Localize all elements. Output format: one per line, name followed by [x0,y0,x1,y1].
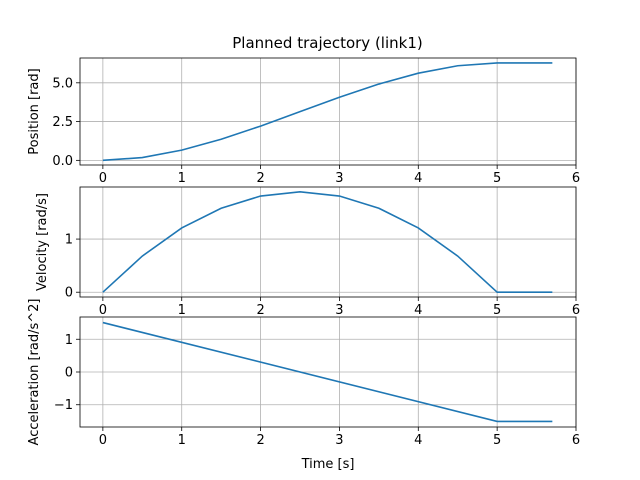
acceleration-x-tick-label: 4 [414,433,422,448]
velocity-subplot: 0 1 2 3 4 5 6 0 1 Velocity [rad/s] [35,186,580,318]
velocity-x-tick-label: 3 [335,303,343,318]
position-x-tick-label: 2 [256,171,264,186]
velocity-axes-frame [79,186,577,298]
velocity-y-tick-label: 1 [65,233,73,248]
position-x-tick-label: 6 [572,171,580,186]
velocity-x-tick-label: 4 [414,303,422,318]
position-subplot: 0 1 2 3 4 5 6 0.0 2.5 5.0 Position [rad] [27,57,580,186]
position-series-line [102,62,553,162]
acceleration-x-tick-label: 3 [335,433,343,448]
position-y-tick-label: 2.5 [52,115,73,130]
acceleration-y-axis-label: Acceleration [rad/s^2] [27,299,42,446]
position-axes-frame [79,57,577,166]
position-y-tick-label: 5.0 [52,76,73,91]
position-y-tick-label: 0.0 [52,154,73,169]
velocity-x-tick-label: 0 [99,303,107,318]
velocity-x-tick-label: 5 [493,303,501,318]
position-x-tick-label: 0 [99,171,107,186]
acceleration-y-tick-label: 0 [65,366,73,381]
velocity-series-line [102,190,553,294]
acceleration-x-tick-label: 0 [99,433,107,448]
acceleration-x-tick-label: 6 [572,433,580,448]
position-x-tick-label: 4 [414,171,422,186]
position-x-tick-label: 5 [493,171,501,186]
acceleration-y-tick-label: 1 [65,333,73,348]
position-x-tick-label: 3 [335,171,343,186]
velocity-x-tick-label: 1 [178,303,186,318]
velocity-y-axis-label: Velocity [rad/s] [35,193,50,291]
acceleration-x-tick-label: 1 [178,433,186,448]
chart-title: Planned trajectory (link1) [232,34,422,52]
x-axis-label: Time [s] [301,457,355,472]
velocity-x-tick-label: 6 [572,303,580,318]
velocity-x-tick-label: 2 [256,303,264,318]
velocity-y-tick-label: 0 [65,286,73,301]
acceleration-x-tick-label: 2 [256,433,264,448]
acceleration-subplot: 0 1 2 3 4 5 6 −1 0 1 Acceleration [rad/s^2] [27,299,580,448]
acceleration-series-line [102,321,553,423]
acceleration-x-tick-label: 5 [493,433,501,448]
acceleration-axes-frame [79,316,577,428]
position-y-axis-label: Position [rad] [27,68,42,154]
position-x-tick-label: 1 [178,171,186,186]
acceleration-y-tick-label: −1 [54,398,73,413]
